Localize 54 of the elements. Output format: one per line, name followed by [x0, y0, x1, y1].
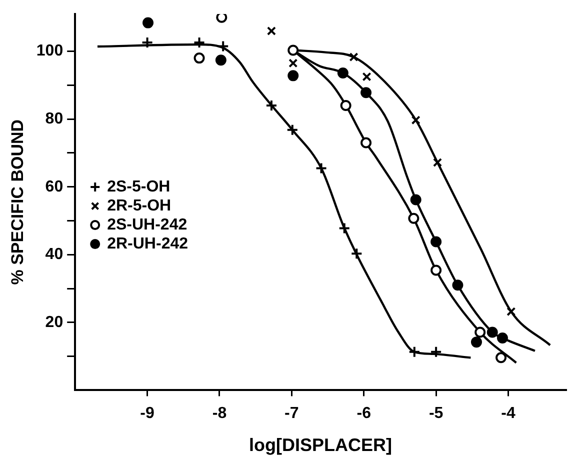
point [408, 212, 420, 224]
point [266, 26, 276, 36]
point [350, 248, 363, 260]
point [265, 100, 278, 112]
point [496, 352, 507, 364]
point [474, 326, 486, 338]
point [215, 54, 226, 66]
point [470, 336, 482, 348]
point [408, 346, 420, 358]
point [286, 124, 298, 136]
x-axis-title: log[DISPLACER] [249, 435, 392, 456]
point [288, 58, 298, 68]
legend-label: 2S-5-OH [107, 178, 170, 196]
point [288, 44, 299, 56]
point [410, 194, 422, 206]
y-tick-label: 100 [36, 42, 64, 60]
y-tick-label: 60 [45, 178, 64, 196]
y-axis-title: % SPECIFIC BOUND [8, 119, 27, 285]
point [315, 162, 328, 174]
point [486, 326, 498, 338]
point [430, 236, 442, 248]
point [349, 52, 358, 62]
legend-label: 2R-5-OH [107, 197, 172, 214]
x-tick-label: -9 [140, 405, 154, 422]
y-tick-label: 40 [45, 246, 64, 264]
point [142, 17, 154, 28]
legend-label: 2R-UH-242 [107, 235, 188, 252]
point [360, 87, 372, 98]
point [337, 67, 348, 78]
x-tick-label: -6 [356, 405, 372, 422]
point [430, 346, 442, 358]
point [217, 40, 230, 52]
point [340, 100, 352, 112]
x-tick-label: -8 [212, 405, 227, 422]
point [288, 70, 299, 82]
point [141, 36, 154, 48]
point [338, 222, 350, 234]
legend-label: 2S-UH-242 [107, 216, 188, 234]
y-tick-label: 80 [45, 110, 64, 128]
point [360, 137, 372, 148]
point [432, 158, 442, 167]
point [452, 280, 464, 291]
point [496, 332, 508, 344]
point [411, 116, 420, 125]
x-tick-label: -4 [501, 405, 516, 422]
point [194, 52, 205, 64]
point [193, 36, 206, 48]
y-tick-label: 20 [45, 314, 64, 331]
point [362, 72, 372, 82]
point [506, 307, 516, 316]
x-tick-label: -7 [284, 405, 299, 422]
point [430, 264, 442, 276]
point [216, 14, 228, 23]
x-tick-label: -5 [428, 405, 444, 422]
